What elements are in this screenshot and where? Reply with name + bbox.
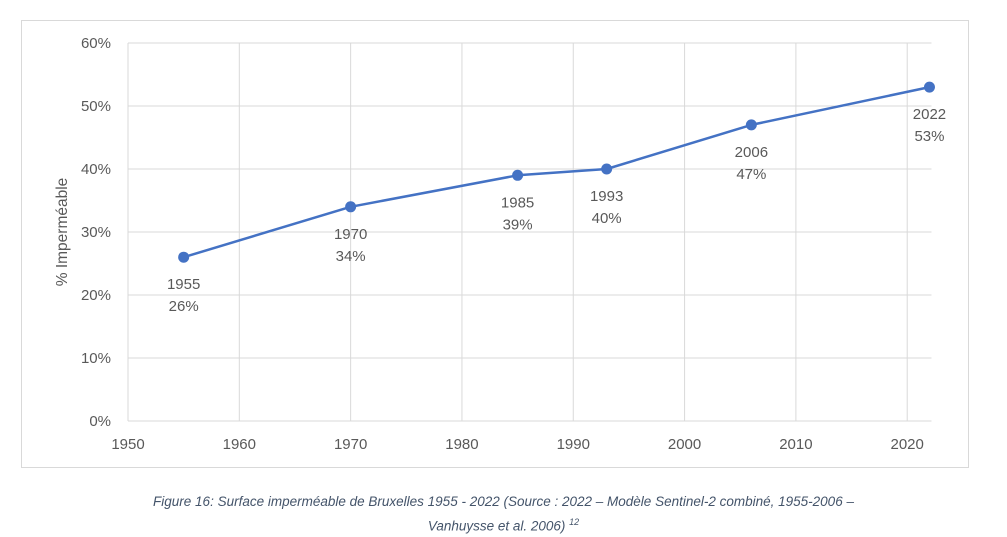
- data-label-value: 53%: [914, 128, 944, 145]
- x-tick-label: 1970: [334, 436, 367, 453]
- x-tick-label: 1960: [223, 436, 256, 453]
- data-label-value: 40%: [592, 210, 622, 227]
- series-line: [178, 81, 935, 263]
- data-point: [512, 169, 524, 181]
- y-tick-label: 40%: [81, 161, 111, 178]
- x-tick-label: 2000: [668, 436, 701, 453]
- y-axis-ticks: 0% 10% 20% 30% 40% 50% 60%: [81, 35, 111, 430]
- data-point: [923, 81, 935, 93]
- caption-footnote: 12: [569, 517, 580, 527]
- data-label-value: 47%: [736, 166, 766, 183]
- caption-line-1: Figure 16: Surface imperméable de Bruxel…: [153, 494, 854, 509]
- data-label-year: 1993: [590, 188, 623, 205]
- data-point: [601, 163, 613, 175]
- data-point: [178, 251, 190, 263]
- figure-caption: Figure 16: Surface imperméable de Bruxel…: [0, 491, 1007, 537]
- y-tick-label: 10%: [81, 350, 111, 367]
- x-tick-label: 2010: [779, 436, 812, 453]
- x-tick-label: 2020: [891, 436, 924, 453]
- x-axis-ticks: 1950 1960 1970 1980 1990 2000 2010 2020: [111, 436, 924, 453]
- y-tick-label: 60%: [81, 35, 111, 52]
- caption-line-2: Vanhuysse et al. 2006): [427, 518, 566, 534]
- gridlines: [127, 42, 932, 422]
- data-label-year: 1985: [501, 194, 534, 211]
- y-axis-title: % Imperméable: [54, 178, 71, 287]
- y-tick-label: 0%: [89, 413, 111, 430]
- y-tick-label: 30%: [81, 224, 111, 241]
- data-label-value: 39%: [503, 216, 533, 233]
- x-tick-label: 1950: [111, 436, 144, 453]
- data-label-value: 26%: [169, 298, 199, 315]
- data-label-year: 2022: [913, 106, 946, 123]
- x-tick-label: 1980: [445, 436, 478, 453]
- data-label-year: 1970: [334, 226, 367, 243]
- y-tick-label: 50%: [81, 98, 111, 115]
- data-labels: 1955 26% 1970 34% 1985 39% 1993 40% 2006 47% 2022 5…: [167, 106, 946, 315]
- data-point: [745, 119, 757, 131]
- data-label-value: 34%: [336, 248, 366, 265]
- y-tick-label: 20%: [81, 287, 111, 304]
- chart-frame: [21, 20, 969, 468]
- series-line-path: [183, 85, 930, 259]
- data-label-year: 2006: [735, 144, 768, 161]
- data-point: [345, 201, 357, 213]
- line-chart: 1950 1960 1970 1980 1990 2000 2010 2020 0% 10% 20…: [54, 35, 946, 453]
- x-tick-label: 1990: [557, 436, 590, 453]
- data-label-year: 1955: [167, 276, 200, 293]
